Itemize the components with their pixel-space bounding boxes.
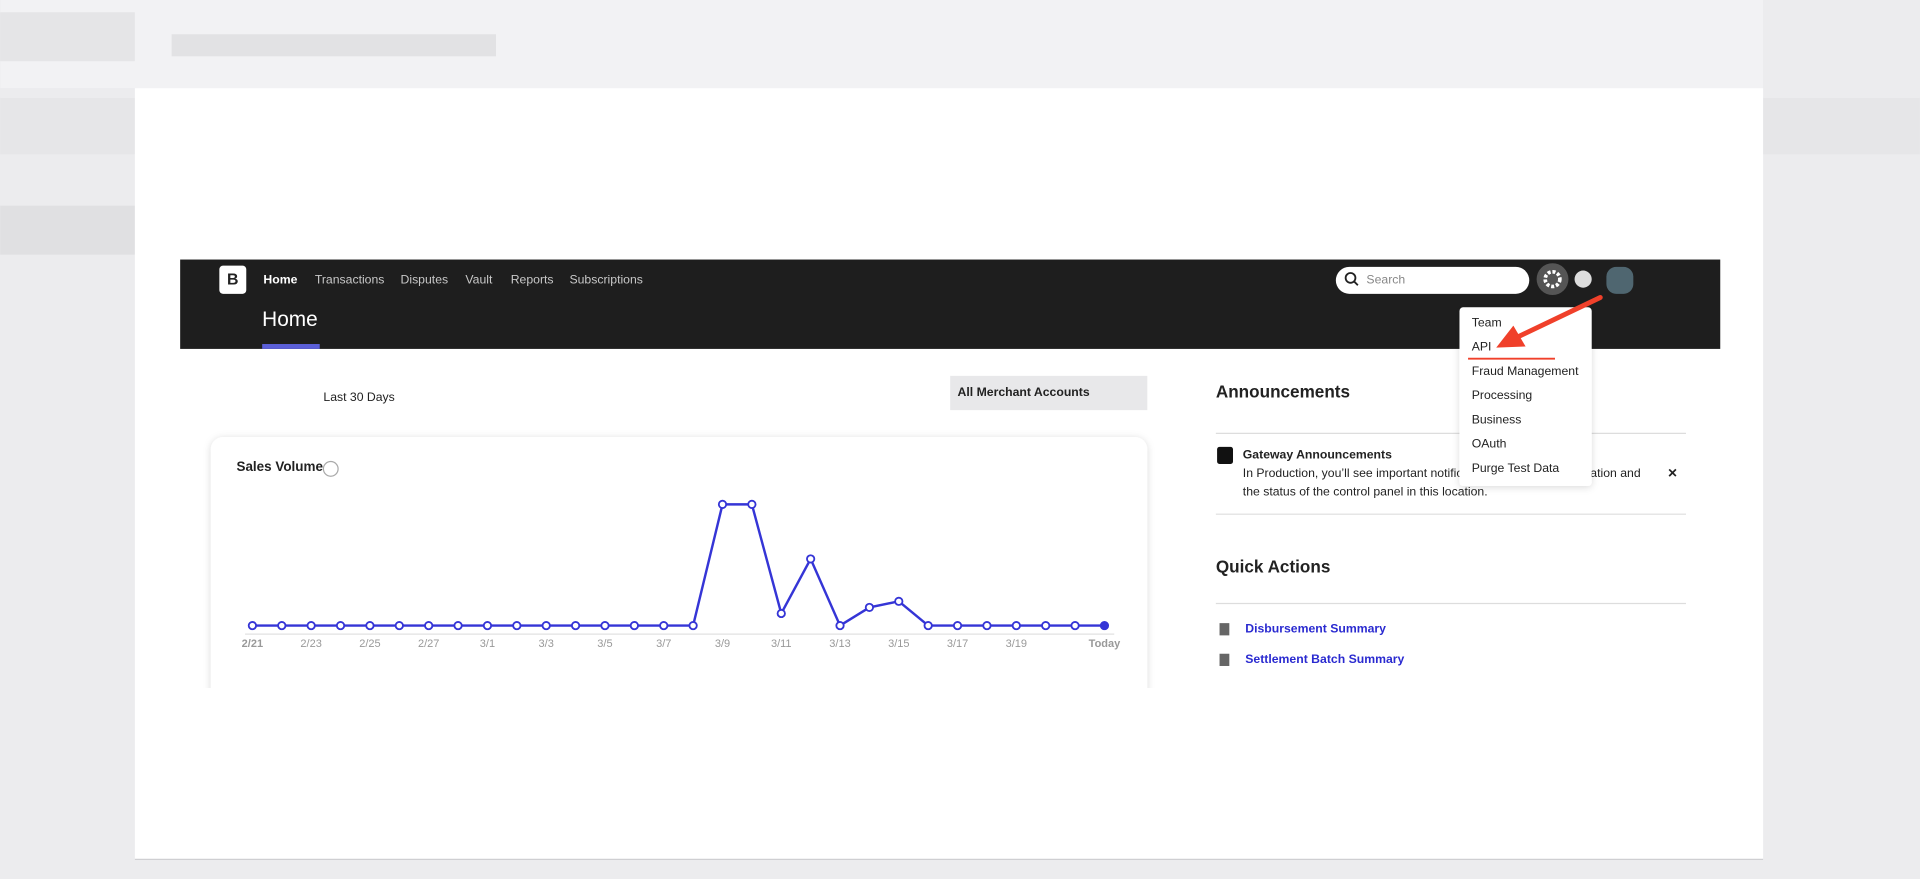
page-title: Home xyxy=(262,308,317,331)
settings-button[interactable] xyxy=(1536,263,1569,296)
active-underline xyxy=(262,344,320,349)
data-point xyxy=(982,620,992,631)
search-icon xyxy=(1353,280,1359,286)
nav-item[interactable]: Transactions xyxy=(315,273,385,287)
x-tick-label: 3/1 xyxy=(480,638,495,650)
logo-box[interactable] xyxy=(219,265,247,294)
blur-block xyxy=(171,34,497,57)
menu-item[interactable]: Purge Test Data xyxy=(1472,461,1560,475)
range-label[interactable]: Last 30 Days xyxy=(323,390,394,404)
x-tick-label: 3/15 xyxy=(888,638,909,650)
info-icon[interactable] xyxy=(322,460,339,477)
menu-item[interactable]: OAuth xyxy=(1472,437,1507,451)
data-point xyxy=(512,620,522,631)
data-point xyxy=(747,499,757,509)
x-tick-label: 2/27 xyxy=(418,638,439,650)
quick-action-link[interactable]: Settlement Batch Summary xyxy=(1245,652,1404,666)
quick-action-link[interactable]: Disbursement Summary xyxy=(1245,621,1386,635)
nav-item[interactable]: Vault xyxy=(465,273,493,287)
announcement-title: Gateway Announcements xyxy=(1243,448,1392,462)
annotation-arrowhead xyxy=(1496,325,1526,348)
data-point xyxy=(835,620,845,631)
x-tick-label: 3/13 xyxy=(829,638,850,650)
gear-icon xyxy=(1543,269,1562,289)
nav-item[interactable]: Subscriptions xyxy=(569,273,642,287)
x-tick-label: 2/21 xyxy=(242,638,263,650)
menu-item[interactable]: Team xyxy=(1472,315,1502,329)
search-placeholder[interactable]: Search xyxy=(1366,273,1405,287)
data-point xyxy=(688,620,698,631)
data-point xyxy=(629,620,639,631)
data-point xyxy=(864,602,874,612)
data-point xyxy=(482,620,493,631)
x-tick-label: 2/25 xyxy=(359,638,380,650)
data-point xyxy=(894,596,904,606)
data-point xyxy=(600,620,610,631)
sales-line xyxy=(252,503,1105,628)
blur-block xyxy=(0,205,160,255)
close-button[interactable]: × xyxy=(1668,465,1677,482)
section-title: Announcements xyxy=(1216,382,1350,402)
blur-block xyxy=(0,12,135,62)
data-point xyxy=(1011,620,1021,631)
data-point xyxy=(541,620,551,631)
nav-item[interactable]: Home xyxy=(263,273,297,287)
data-point xyxy=(394,620,404,631)
search-box[interactable] xyxy=(1335,266,1530,294)
announcement-text: the status of the control panel in this … xyxy=(1243,484,1488,498)
section-title: Quick Actions xyxy=(1216,557,1331,577)
help-button[interactable] xyxy=(1574,270,1592,288)
data-point xyxy=(424,620,434,631)
menu-item[interactable]: API xyxy=(1472,340,1492,354)
menu-item[interactable]: Fraud Management xyxy=(1472,364,1579,378)
report-icon xyxy=(1219,653,1230,666)
x-tick-label: 3/3 xyxy=(539,638,554,650)
report-icon xyxy=(1219,623,1230,636)
avatar[interactable] xyxy=(1606,266,1634,294)
data-point xyxy=(247,620,257,631)
x-tick-label: 3/11 xyxy=(771,638,792,650)
menu-item[interactable]: Processing xyxy=(1472,388,1533,402)
data-point xyxy=(570,620,581,631)
logo[interactable]: B xyxy=(227,272,239,289)
data-point xyxy=(365,620,375,631)
nav-item[interactable]: Reports xyxy=(511,273,554,287)
settings-menu xyxy=(1459,307,1592,487)
data-point xyxy=(923,620,933,631)
x-tick-label: 2/23 xyxy=(300,638,321,650)
annotation-arrow xyxy=(1515,295,1603,340)
nav-item[interactable]: Disputes xyxy=(401,273,449,287)
x-tick-label: 3/19 xyxy=(1006,638,1027,650)
data-point xyxy=(717,499,728,509)
x-tick-label: 3/7 xyxy=(656,638,671,650)
x-tick-label: 3/5 xyxy=(597,638,612,650)
x-tick-label: 3/9 xyxy=(715,638,730,650)
account-select[interactable] xyxy=(950,375,1148,411)
data-point xyxy=(335,620,346,631)
chart-title: Sales Volume xyxy=(236,459,323,474)
data-point xyxy=(806,554,816,564)
data-point xyxy=(1099,620,1110,631)
x-tick-label: Today xyxy=(1089,638,1121,650)
chart-card xyxy=(210,437,1148,689)
data-point xyxy=(306,620,316,631)
menu-item[interactable]: Business xyxy=(1472,412,1522,426)
data-point xyxy=(952,620,963,631)
data-point xyxy=(453,620,463,631)
data-point xyxy=(1041,620,1051,631)
data-point xyxy=(776,608,786,619)
x-tick-label: 3/17 xyxy=(947,638,968,650)
account-label[interactable]: All Merchant Accounts xyxy=(958,385,1090,399)
search-icon xyxy=(1344,272,1357,284)
data-point xyxy=(1070,620,1080,631)
info-icon xyxy=(1217,446,1234,464)
data-point xyxy=(659,620,669,631)
data-point xyxy=(277,620,287,631)
